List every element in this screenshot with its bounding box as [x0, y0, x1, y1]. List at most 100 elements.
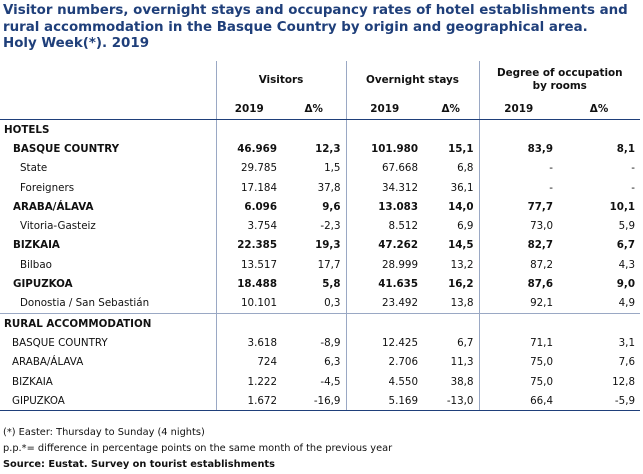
- cell-visitors-delta: 12,3: [315, 142, 341, 155]
- row-label: GIPUZKOA: [0, 391, 216, 412]
- cell-stays-delta: [423, 312, 479, 334]
- cell-occupancy-2019: 75,0: [478, 352, 558, 372]
- cell-visitors-delta: -2,3: [320, 220, 341, 233]
- row-label: Donostia / San Sebastián: [20, 297, 150, 310]
- cell-occupancy-2019: [478, 119, 558, 140]
- table-row: State 29.785 1,5 67.668 6,8- -: [0, 158, 640, 178]
- table-row: ARABA/ÁLAVA 724 6,3 2.706 11,3 75,0 7,6: [0, 352, 640, 372]
- cell-visitors-2019: [215, 312, 282, 334]
- cell-occupancy-2019: -: [478, 177, 558, 198]
- cell-occupancy-2019: 87,2: [478, 255, 558, 275]
- cell-occupancy-delta: -: [631, 162, 636, 175]
- cell-occupancy-delta: 12,8: [612, 375, 636, 388]
- cell-visitors-delta: -8,9: [320, 336, 341, 349]
- cell-visitors-2019: 10.101: [215, 293, 282, 314]
- row-label: State: [20, 162, 48, 175]
- row-label: Vitoria-Gasteiz: [20, 220, 96, 233]
- cell-occupancy-2019: 77,7: [478, 197, 558, 217]
- table-body: HOTELS BASQUE COUNTRY 46.969 12,3 101.980 15,…: [0, 119, 641, 412]
- cell-occupancy-delta: [558, 312, 641, 334]
- cell-occupancy-2019: 87,6: [478, 274, 558, 294]
- cell-visitors-delta: 19,3: [315, 239, 341, 252]
- header-row-groups: Visitors Overnight stays Degree of occup…: [0, 61, 641, 99]
- table-row: BIZKAIA 1.222 -4,5 4.550 38,8 75,0 12,8: [0, 371, 640, 392]
- cell-visitors-2019: 724: [215, 352, 282, 372]
- cell-occupancy-2019: 71,1: [478, 333, 558, 353]
- cell-stays-2019: 4.550: [345, 371, 423, 392]
- cell-stays-delta: 14,5: [448, 239, 474, 252]
- cell-occupancy-delta: 6,7: [616, 239, 636, 252]
- header-visitors-delta: Δ%: [282, 99, 346, 120]
- note-easter: (*) Easter: Thursday to Sunday (4 nights…: [3, 427, 205, 438]
- row-label: BIZKAIA: [13, 239, 60, 252]
- section-row: HOTELS: [0, 119, 640, 140]
- cell-occupancy-2019: -: [478, 158, 558, 178]
- row-label: ARABA/ÁLAVA: [12, 356, 84, 369]
- table-row: GIPUZKOA 18.488 5,8 41.635 16,2 87,6 9,0: [0, 274, 640, 294]
- cell-stays-delta: 36,1: [450, 181, 474, 194]
- footnotes: (*) Easter: Thursday to Sunday (4 nights…: [3, 425, 392, 473]
- table-row: BIZKAIA 22.385 19,3 47.262 14,5 82,7 6,7: [0, 235, 640, 256]
- cell-visitors-2019: 17.184: [215, 177, 282, 198]
- cell-stays-2019: 47.262: [345, 235, 423, 256]
- cell-occupancy-delta: -: [631, 181, 636, 194]
- row-label: BASQUE COUNTRY: [12, 336, 108, 349]
- statistics-table: Visitors Overnight stays Degree of occup…: [0, 61, 641, 412]
- header-overnight-stays: Overnight stays: [345, 61, 479, 99]
- cell-visitors-2019: 29.785: [215, 158, 282, 178]
- cell-stays-2019: 28.999: [345, 255, 423, 275]
- cell-stays-2019: 13.083: [345, 197, 423, 217]
- cell-visitors-delta: -4,5: [320, 375, 341, 388]
- cell-occupancy-delta: 10,1: [609, 200, 636, 213]
- cell-stays-2019: 67.668: [345, 158, 423, 178]
- cell-visitors-delta: 5,8: [322, 278, 341, 291]
- cell-occupancy-2019: 92,1: [478, 293, 558, 314]
- table-row: BASQUE COUNTRY 3.618 -8,9 12.425 6,7 71,1 3,1: [0, 333, 640, 353]
- header-occupancy-delta: Δ%: [558, 99, 641, 120]
- cell-occupancy-delta: 7,6: [618, 356, 636, 369]
- cell-visitors-2019: 22.385: [215, 235, 282, 256]
- header-blank-2: [0, 99, 216, 120]
- cell-stays-2019: [345, 119, 423, 140]
- cell-visitors-delta: 1,5: [324, 162, 341, 175]
- section-label: HOTELS: [4, 123, 50, 136]
- table-row: Bilbao 13.517 17,7 28.999 13,2 87,2 4,3: [0, 255, 640, 275]
- cell-occupancy-delta: 5,9: [618, 220, 636, 233]
- cell-visitors-delta: 9,6: [322, 200, 341, 213]
- cell-visitors-delta: 37,8: [317, 181, 341, 194]
- title-line-1: Visitor numbers, overnight stays and occ…: [3, 3, 628, 18]
- cell-stays-delta: 14,0: [448, 200, 474, 213]
- header-blank: [0, 61, 216, 99]
- cell-occupancy-2019: [478, 312, 558, 334]
- cell-occupancy-delta: 3,1: [618, 336, 636, 349]
- cell-stays-2019: 2.706: [345, 352, 423, 372]
- cell-stays-2019: 101.980: [345, 139, 423, 159]
- cell-visitors-2019: 1.672: [215, 391, 282, 412]
- header-stays-delta: Δ%: [423, 99, 479, 120]
- cell-stays-delta: -13,0: [423, 391, 479, 412]
- cell-stays-delta: 6,9: [457, 220, 474, 233]
- title-line-3: Holy Week(*). 2019: [3, 36, 150, 51]
- cell-visitors-2019: [215, 119, 282, 140]
- note-percentage-points: p.p.*= difference in percentage points o…: [3, 443, 393, 454]
- note-source: Source: Eustat. Survey on tourist establ…: [3, 459, 275, 470]
- cell-stays-2019: 23.492: [345, 293, 423, 314]
- cell-visitors-2019: 18.488: [215, 274, 282, 294]
- cell-stays-delta: [423, 120, 479, 140]
- cell-occupancy-delta: 4,3: [618, 258, 636, 271]
- table-row: Foreigners 17.184 37,8 34.312 36,1- -: [0, 177, 640, 198]
- table-row: GIPUZKOA 1.672 -16,9 5.169 -13,0 66,4 -5,9: [0, 391, 641, 412]
- table-row: ARABA/ÁLAVA 6.096 9,6 13.083 14,0 77,7 10,1: [0, 197, 640, 217]
- cell-stays-2019: 8.512: [345, 216, 423, 236]
- cell-occupancy-2019: 83,9: [478, 139, 558, 159]
- cell-stays-delta: 38,8: [450, 375, 474, 388]
- cell-occupancy-delta: 9,0: [616, 278, 636, 291]
- cell-stays-delta: 6,7: [457, 336, 474, 349]
- cell-stays-2019: 12.425: [345, 333, 423, 353]
- cell-visitors-delta: 17,7: [317, 258, 341, 271]
- cell-visitors-delta: 6,3: [324, 356, 341, 369]
- cell-stays-2019: 5.169: [345, 391, 423, 412]
- cell-occupancy-delta: [558, 120, 640, 140]
- cell-occupancy-2019: 82,7: [478, 235, 558, 256]
- cell-occupancy-2019: 75,0: [478, 371, 558, 392]
